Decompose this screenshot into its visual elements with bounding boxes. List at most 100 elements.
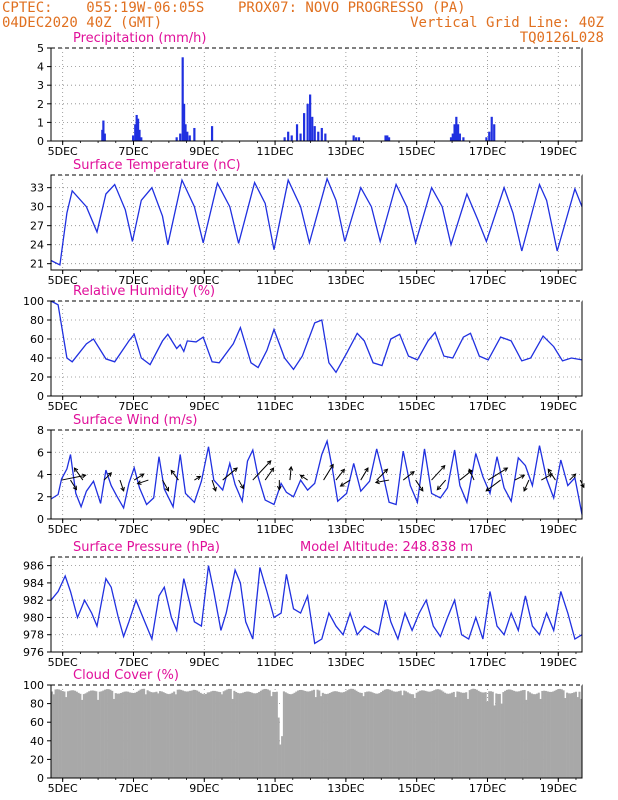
- wind-arrow: [133, 473, 145, 481]
- x-tick-label: 13DEC: [327, 400, 364, 413]
- cloud-bar: [461, 692, 464, 778]
- precip-bar: [493, 124, 496, 141]
- wind-arrow: [569, 473, 576, 481]
- cloud-bar: [236, 692, 239, 778]
- cloud-bar: [160, 691, 163, 778]
- cloud-bar: [105, 689, 108, 778]
- x-tick-label: 7DEC: [118, 274, 148, 287]
- cloud-bar: [261, 689, 264, 778]
- cloud-bar: [511, 690, 514, 778]
- x-tick-label: 15DEC: [398, 656, 435, 669]
- cloud-bar: [465, 692, 468, 778]
- x-tick-label: 17DEC: [469, 523, 506, 536]
- cloud-bar: [79, 693, 82, 778]
- cloud-bar: [286, 693, 289, 778]
- cloud-bar: [389, 689, 392, 778]
- cloud-bar: [127, 691, 130, 778]
- precip-bar: [306, 103, 309, 141]
- wind-arrow: [375, 479, 390, 483]
- cloud-bar: [169, 693, 172, 778]
- cloud-bar: [569, 693, 572, 778]
- panel-title: Surface Temperature (nC): [73, 158, 241, 173]
- precip-bar: [320, 127, 323, 141]
- precip-bar: [136, 118, 140, 141]
- cloud-bar: [305, 691, 308, 778]
- cloud-bar: [440, 690, 443, 778]
- wind-arrow-head: [523, 486, 528, 492]
- x-tick-label: 13DEC: [327, 523, 364, 536]
- cloud-bar: [208, 692, 211, 778]
- cloud-bar: [309, 691, 312, 778]
- cloud-bar: [222, 691, 225, 778]
- cloud-bar: [546, 691, 549, 778]
- cloud-bar: [174, 694, 177, 778]
- cloud-bar: [235, 692, 238, 778]
- wind-arrow: [74, 467, 84, 481]
- x-tick-label: 7DEC: [118, 523, 148, 536]
- cloud-bar: [514, 691, 517, 778]
- panel-frame: [50, 174, 583, 271]
- wind-arrow: [415, 479, 424, 492]
- cloud-bar: [98, 691, 101, 778]
- cloud-bar: [282, 691, 285, 778]
- x-tick-label: 13DEC: [327, 145, 364, 158]
- x-tick-label: 9DEC: [189, 782, 219, 795]
- x-tick-label: 19DEC: [540, 400, 577, 413]
- wind-arrow: [335, 468, 345, 481]
- precip-bar: [485, 137, 488, 141]
- cloud-bar: [479, 691, 482, 778]
- wind-arrow-head: [503, 467, 509, 472]
- cloud-bar: [358, 692, 362, 778]
- cloud-bar: [321, 692, 324, 778]
- cloud-bar: [274, 691, 277, 778]
- cloud-bar: [302, 690, 305, 778]
- cloud-bar: [82, 694, 85, 778]
- cloud-bar: [81, 699, 84, 778]
- wind-arrow: [211, 479, 217, 492]
- cloud-bar: [259, 690, 262, 778]
- y-tick-label: 6: [37, 446, 44, 459]
- wind-arrow-head: [239, 484, 244, 490]
- cloud-bar: [104, 689, 107, 778]
- cloud-bar: [107, 689, 110, 778]
- wind-arrow: [514, 474, 525, 481]
- cloud-bar: [562, 690, 565, 778]
- cloud-bar: [392, 691, 395, 778]
- cloud-bar: [219, 692, 222, 778]
- wind-arrow: [238, 479, 244, 489]
- panel-title: Surface Pressure (hPa): [73, 540, 220, 555]
- cloud-bar: [249, 692, 252, 778]
- y-tick-label: 982: [23, 594, 44, 607]
- cloud-bar: [451, 692, 454, 778]
- cloud-bar: [54, 689, 57, 778]
- cloud-bar: [343, 692, 346, 778]
- cloud-bar: [419, 690, 422, 778]
- y-tick-label: 60: [30, 716, 44, 729]
- y-tick-label: 0: [37, 135, 44, 148]
- cloud-bar: [157, 693, 160, 778]
- model-altitude: Model Altitude: 248.838 m: [300, 540, 473, 555]
- cloud-bar: [376, 693, 379, 778]
- cloud-bar: [171, 692, 174, 778]
- wind-arrow-head: [419, 486, 424, 492]
- wind-arrow-head: [136, 480, 142, 485]
- cloud-bar: [532, 694, 535, 778]
- wind-arrow: [459, 470, 473, 481]
- cloud-bar: [553, 690, 556, 778]
- cloud-bar: [86, 692, 89, 778]
- cloud-bar: [139, 689, 142, 778]
- cloud-bar: [484, 692, 487, 778]
- wind-arrow-head: [548, 473, 554, 478]
- cloud-bar: [141, 688, 144, 778]
- cloud-bar: [523, 689, 526, 778]
- wind-arrow-head: [170, 469, 176, 475]
- cloud-bar: [181, 690, 185, 778]
- cloud-bar: [397, 691, 400, 778]
- cloud-bar: [555, 689, 558, 778]
- precip-bar: [462, 137, 465, 141]
- cloud-bar: [500, 703, 503, 778]
- wind-arrow-head: [299, 474, 305, 480]
- cloud-bar: [158, 691, 162, 778]
- cloud-bar: [197, 691, 200, 778]
